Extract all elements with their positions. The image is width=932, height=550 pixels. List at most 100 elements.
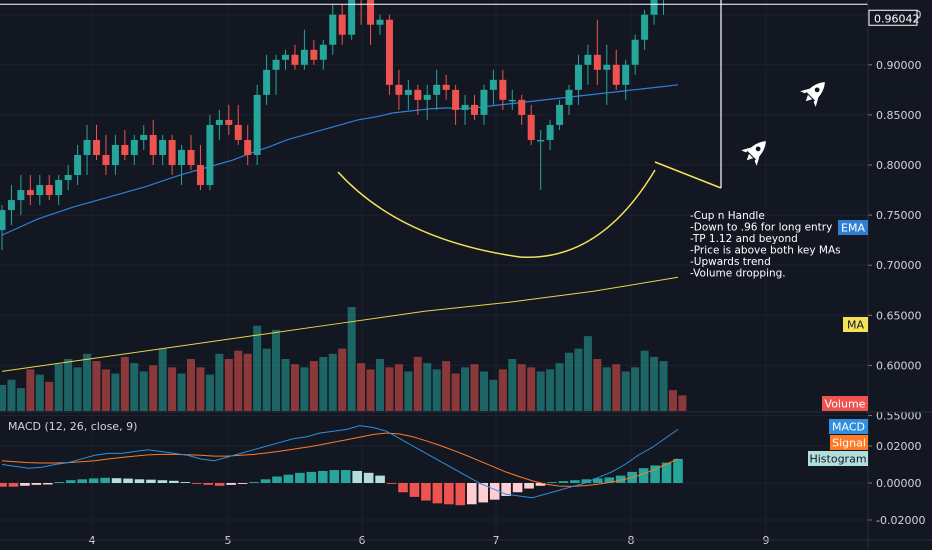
histogram-bar: [77, 479, 88, 483]
histogram-bar: [570, 480, 580, 483]
volume-bar: [659, 361, 668, 411]
volume-bar: [565, 352, 573, 411]
histogram-bar: [547, 482, 557, 483]
histogram-bar: [8, 483, 19, 487]
volume-bars: [0, 307, 687, 411]
candle-body: [17, 190, 25, 201]
volume-bar: [309, 361, 318, 411]
volume-bar: [621, 371, 630, 411]
volume-bar: [35, 374, 44, 411]
y-tick-label: 0.75000: [876, 209, 922, 222]
candle-body: [64, 175, 72, 181]
annotation-line: -TP 1.12 and beyond: [690, 233, 798, 245]
volume-bar: [489, 379, 498, 411]
volume-bar: [234, 350, 243, 411]
histogram-bar: [111, 478, 122, 483]
y-tick-label: 0.55000: [876, 410, 922, 423]
candle-body: [329, 14, 337, 45]
volume-bar: [130, 363, 139, 411]
volume-bar: [243, 353, 252, 411]
rocket-fin-left: [741, 147, 752, 153]
volume-bar: [319, 356, 328, 411]
histogram-bar: [295, 472, 305, 483]
candle-body: [253, 94, 261, 155]
volume-bar: [678, 395, 687, 411]
candle-body: [26, 190, 34, 196]
candle-body: [348, 0, 356, 35]
y-tick-label: 0.90000: [876, 59, 922, 72]
volume-bar: [413, 356, 422, 411]
drawings: -Cup n Handle-Down to .96 for long entry…: [0, 0, 868, 280]
candle-body: [650, 0, 658, 15]
candle-body: [641, 14, 649, 40]
histogram-bar: [581, 479, 592, 483]
histogram-bar: [0, 483, 7, 487]
volume-bar: [0, 385, 6, 411]
candle-body: [83, 139, 91, 155]
volume-bar: [83, 353, 92, 411]
histogram-bar: [466, 483, 477, 505]
histogram-bar: [318, 470, 328, 483]
signal-line: [1, 432, 679, 487]
candle-body: [414, 89, 422, 100]
candle-body: [423, 94, 431, 100]
candle-body: [7, 200, 15, 211]
candle-body: [574, 64, 582, 90]
histogram-bar: [123, 478, 133, 483]
ema-series-line: [1, 84, 679, 236]
candle-body: [272, 59, 280, 70]
candle-body: [537, 139, 545, 142]
candle-body: [612, 64, 620, 85]
volume-bar: [470, 364, 479, 411]
histogram-bar: [535, 483, 546, 486]
volume-bar: [149, 365, 158, 411]
rocket-fin-left: [800, 88, 811, 94]
candle-body: [593, 54, 601, 70]
histogram-bar: [260, 479, 271, 483]
candles: [0, 0, 664, 251]
y-tick-label: 0.80000: [876, 159, 922, 172]
candle-body: [603, 64, 611, 70]
macd-tick-label: -0.02000: [876, 514, 925, 527]
annotation-line: -Down to .96 for long entry: [690, 222, 832, 234]
support-price-label-box: [868, 9, 918, 26]
volume-bar: [347, 307, 356, 411]
histogram-bar: [558, 481, 569, 483]
histogram-bar: [524, 483, 534, 489]
grid: [0, 0, 868, 540]
volume-bar: [650, 356, 659, 411]
histogram-bar: [432, 483, 443, 504]
histogram-bar: [283, 474, 294, 483]
histogram-bar: [226, 483, 236, 485]
volume-bar: [593, 359, 602, 411]
candle-body: [300, 49, 308, 65]
rocket-flame: [746, 153, 754, 161]
volume-bar: [442, 361, 451, 411]
candle-body: [291, 54, 299, 65]
volume-bar: [177, 373, 186, 411]
candle-body: [121, 144, 129, 155]
histogram-bar: [272, 476, 282, 483]
candle-body: [149, 134, 157, 155]
candle-body: [338, 14, 346, 35]
candle-body: [556, 104, 564, 125]
volume-bar: [385, 367, 394, 411]
candle-body: [310, 49, 318, 60]
annotation-line: -Volume dropping.: [690, 268, 786, 280]
volume-bar: [432, 369, 441, 411]
histogram-bar: [88, 478, 99, 483]
volume-bar: [536, 371, 545, 411]
volume-bar: [272, 329, 281, 411]
candle-body: [622, 64, 630, 85]
volume-bar: [92, 361, 101, 411]
volume-bar: [26, 369, 35, 411]
volume-bar: [451, 373, 460, 411]
candle-body: [452, 89, 460, 110]
histogram-bar: [146, 479, 156, 483]
volume-bar: [73, 367, 82, 411]
ema-line: [1, 84, 679, 236]
macd-pane: MACD (12, 26, close, 9) 0.02000 0.00000 -0.…: [0, 420, 925, 527]
volume-bar: [612, 364, 621, 411]
macd-tick-label: 0.00000: [876, 477, 922, 490]
